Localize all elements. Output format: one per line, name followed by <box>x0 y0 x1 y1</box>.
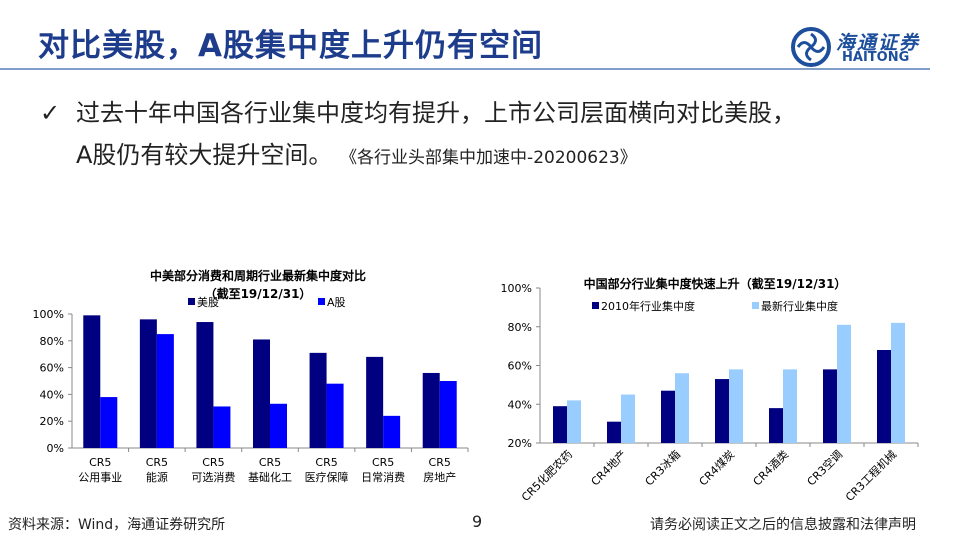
bar-series1 <box>422 372 440 448</box>
x-tick-label: CR5 <box>89 456 111 469</box>
x-tick-label-sub: 可选消费 <box>191 470 235 484</box>
x-tick-label-sub: 房地产 <box>423 470 456 484</box>
legend-label: A股 <box>327 296 346 309</box>
x-tick-label-sub: 日常消费 <box>361 470 405 484</box>
x-tick-label: CR5化肥农药 <box>518 447 575 504</box>
x-tick-label-sub: 医疗保障 <box>305 470 349 484</box>
x-tick-label: CR5 <box>429 456 451 469</box>
bar-series1 <box>366 356 384 448</box>
bullet-point: ✓ 过去十年中国各行业集中度均有提升，上市公司层面横向对比美股， A股仍有较大提… <box>40 92 950 179</box>
chart-subtitle: （截至19/12/31） <box>205 286 312 301</box>
y-tick-label: 80% <box>508 321 532 334</box>
check-icon: ✓ <box>40 99 61 127</box>
bar-series2 <box>567 400 581 443</box>
chart-title: 中美部分消费和周期行业最新集中度对比 <box>150 268 366 283</box>
page-number: 9 <box>472 512 483 531</box>
bar-series2 <box>729 369 743 443</box>
bar-series2 <box>156 334 174 448</box>
bar-series2 <box>439 381 457 448</box>
bar-series1 <box>83 315 101 448</box>
legend-label: 美股 <box>197 296 219 309</box>
disclaimer: 请务必阅读正文之后的信息披露和法律声明 <box>650 517 916 533</box>
bar-series2 <box>383 415 401 448</box>
bullet-line-1: 过去十年中国各行业集中度均有提升，上市公司层面横向对比美股， <box>76 99 796 127</box>
page-title: 对比美股，A股集中度上升仍有空间 <box>38 28 543 64</box>
bar-series2 <box>326 383 344 448</box>
y-tick-label: 40% <box>40 388 64 401</box>
bar-series1 <box>553 406 567 443</box>
x-tick-label: CR4酒类 <box>750 447 791 488</box>
bar-series1 <box>661 390 675 443</box>
y-tick-label: 0% <box>47 442 64 455</box>
legend-swatch <box>188 298 195 305</box>
bar-series2 <box>621 394 635 443</box>
bar-series2 <box>213 406 231 448</box>
x-tick-label: CR4煤炭 <box>697 448 738 489</box>
bar-series1 <box>196 322 214 448</box>
x-tick-label: CR5 <box>372 456 394 469</box>
legend-swatch <box>752 302 759 309</box>
bullet-line-2: A股仍有较大提升空间。 <box>76 141 333 169</box>
legend-swatch <box>592 302 599 309</box>
bar-series2 <box>100 397 118 448</box>
y-tick-label: 20% <box>508 437 532 450</box>
bar-series1 <box>139 319 157 448</box>
x-tick-label: CR3工程机械 <box>842 447 899 504</box>
y-tick-label: 100% <box>33 308 64 321</box>
y-tick-label: 40% <box>508 398 532 411</box>
x-tick-label: CR3空调 <box>804 447 845 488</box>
bar-series1 <box>607 421 621 443</box>
x-tick-label: CR5 <box>315 456 337 469</box>
y-tick-label: 80% <box>40 335 64 348</box>
y-tick-label: 60% <box>508 360 532 373</box>
legend-label: 最新行业集中度 <box>761 299 838 313</box>
logo-text-cn: 海通证券 <box>836 32 921 54</box>
haitong-logo: 海通证券 HAITONG <box>790 26 940 67</box>
bar-series2 <box>891 322 905 443</box>
logo-text-en: HAITONG <box>842 50 910 65</box>
x-tick-label: CR5 <box>202 456 224 469</box>
bar-series2 <box>270 403 287 448</box>
bar-series1 <box>877 350 891 443</box>
x-tick-label: CR4地产 <box>588 447 629 488</box>
x-tick-label-sub: 能源 <box>146 470 168 484</box>
x-tick-label-sub: 基础化工 <box>248 470 292 484</box>
bar-series1 <box>715 379 729 443</box>
bar-series1 <box>823 369 837 443</box>
x-tick-label: CR5 <box>259 456 281 469</box>
y-tick-label: 20% <box>40 415 64 428</box>
y-tick-label: 60% <box>40 362 64 375</box>
legend-swatch <box>318 298 325 305</box>
y-tick-label: 100% <box>501 282 532 295</box>
bar-series1 <box>309 352 327 448</box>
x-tick-label: CR5 <box>146 456 168 469</box>
title-divider <box>0 68 930 70</box>
bar-series2 <box>837 324 851 443</box>
logo-emblem-icon <box>791 27 831 67</box>
chart-title: 中国部分行业集中度快速上升（截至19/12/31） <box>584 276 847 291</box>
bar-series2 <box>675 373 689 443</box>
report-reference: 《各行业头部集中加速中-20200623》 <box>340 148 637 168</box>
bar-series1 <box>253 339 270 448</box>
x-tick-label-sub: 公用事业 <box>78 471 122 484</box>
x-tick-label: CR3冰箱 <box>642 447 683 488</box>
bar-series2 <box>783 369 797 443</box>
legend-label: 2010年行业集中度 <box>601 299 695 313</box>
source-note: 资料来源：Wind，海通证券研究所 <box>8 517 226 533</box>
bar-series1 <box>769 408 783 443</box>
